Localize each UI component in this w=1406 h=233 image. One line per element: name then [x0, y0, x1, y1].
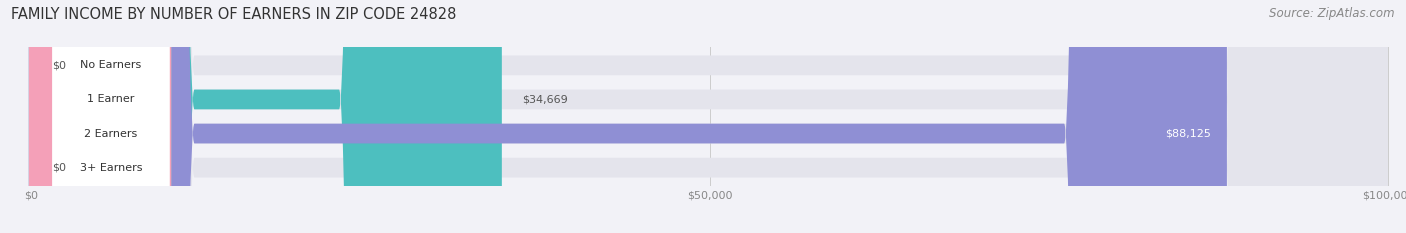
FancyBboxPatch shape	[30, 0, 172, 233]
Text: FAMILY INCOME BY NUMBER OF EARNERS IN ZIP CODE 24828: FAMILY INCOME BY NUMBER OF EARNERS IN ZI…	[11, 7, 457, 22]
FancyBboxPatch shape	[31, 0, 1388, 233]
Text: $34,669: $34,669	[522, 94, 568, 104]
Text: Source: ZipAtlas.com: Source: ZipAtlas.com	[1270, 7, 1395, 20]
FancyBboxPatch shape	[52, 0, 169, 233]
FancyBboxPatch shape	[52, 0, 169, 233]
FancyBboxPatch shape	[31, 0, 502, 233]
Text: $0: $0	[52, 60, 66, 70]
FancyBboxPatch shape	[31, 0, 1388, 233]
Text: No Earners: No Earners	[80, 60, 142, 70]
Text: 3+ Earners: 3+ Earners	[80, 163, 142, 173]
FancyBboxPatch shape	[31, 0, 1227, 233]
Text: 2 Earners: 2 Earners	[84, 129, 138, 139]
Text: $0: $0	[52, 163, 66, 173]
Text: 1 Earner: 1 Earner	[87, 94, 135, 104]
FancyBboxPatch shape	[30, 0, 172, 233]
FancyBboxPatch shape	[52, 0, 169, 233]
FancyBboxPatch shape	[31, 0, 1388, 233]
FancyBboxPatch shape	[30, 0, 172, 233]
FancyBboxPatch shape	[30, 0, 172, 233]
FancyBboxPatch shape	[52, 0, 169, 233]
Text: $88,125: $88,125	[1164, 129, 1211, 139]
FancyBboxPatch shape	[31, 0, 1388, 233]
